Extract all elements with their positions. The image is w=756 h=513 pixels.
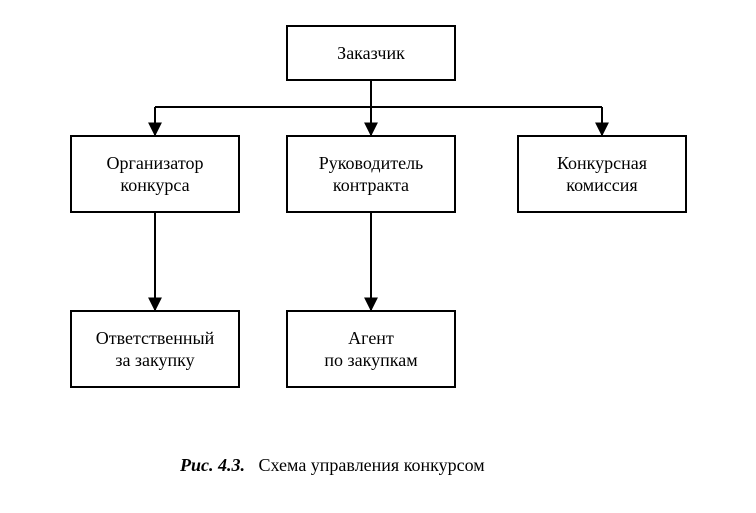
- node-purchase-responsible: Ответственныйза закупку: [70, 310, 240, 388]
- node-contract-manager-label: Руководительконтракта: [319, 152, 424, 197]
- node-contract-manager: Руководительконтракта: [286, 135, 456, 213]
- caption-text: Схема управления конкурсом: [259, 455, 485, 475]
- node-purchase-agent: Агентпо закупкам: [286, 310, 456, 388]
- figure-caption: Рис. 4.3. Схема управления конкурсом: [180, 455, 485, 476]
- node-commission: Конкурснаякомиссия: [517, 135, 687, 213]
- diagram-canvas: Заказчик Организаторконкурса Руководител…: [0, 0, 756, 513]
- node-customer: Заказчик: [286, 25, 456, 81]
- node-commission-label: Конкурснаякомиссия: [557, 152, 647, 197]
- node-purchase-agent-label: Агентпо закупкам: [324, 327, 417, 372]
- node-customer-label: Заказчик: [337, 42, 405, 65]
- node-organizer: Организаторконкурса: [70, 135, 240, 213]
- node-purchase-responsible-label: Ответственныйза закупку: [96, 327, 215, 372]
- caption-number: Рис. 4.3.: [180, 455, 245, 475]
- node-organizer-label: Организаторконкурса: [107, 152, 204, 197]
